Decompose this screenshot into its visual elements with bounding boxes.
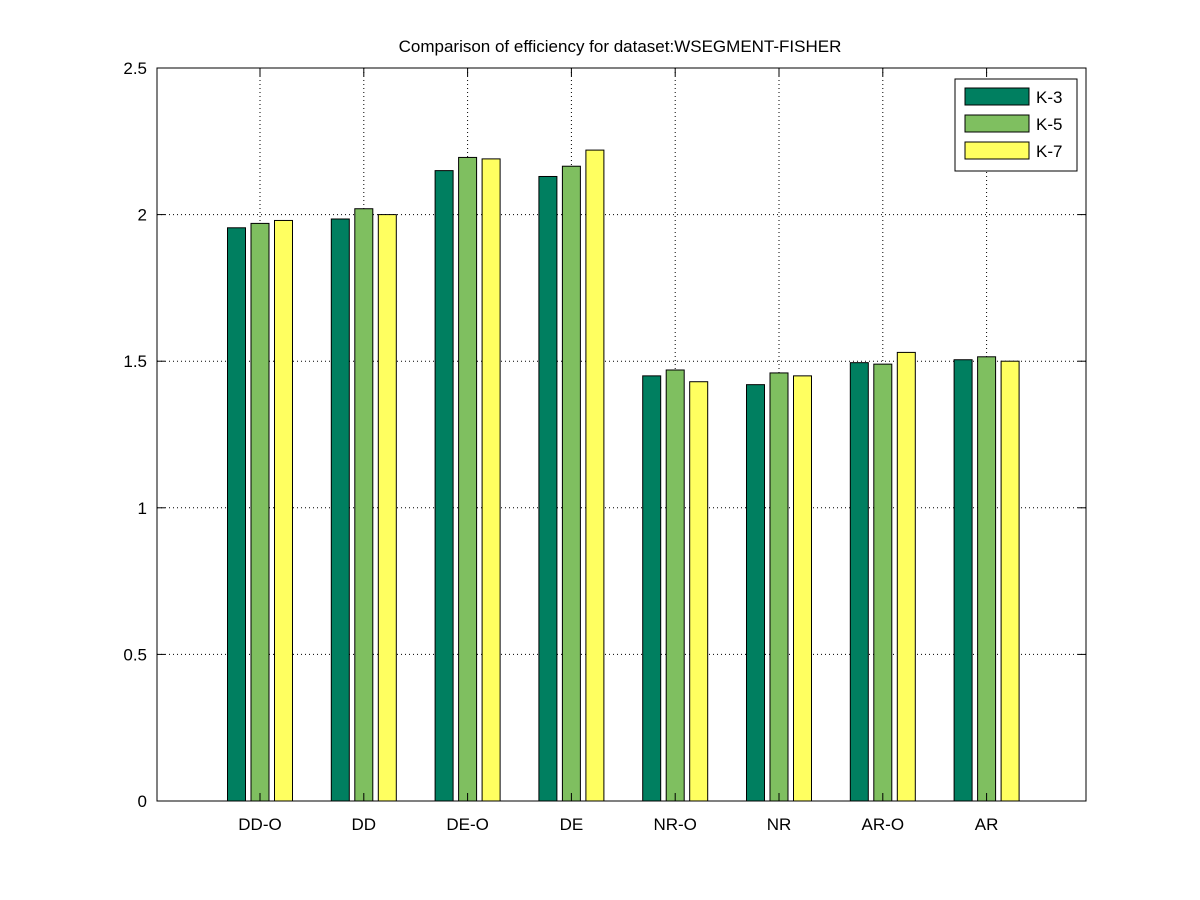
x-tick-label: DD [352,815,377,834]
y-tick-label: 2 [138,206,147,225]
bar-k-5-de [561,165,581,802]
axes-box [156,67,1087,802]
bar-k-5-nr-o [665,369,685,802]
y-tick-label: 2.5 [123,59,147,78]
bar-k-3-dd-o [227,227,246,802]
legend-swatch [964,87,1030,106]
bars [227,149,1020,802]
grid-lines [157,68,1086,801]
bar-k-5-dd-o [250,222,270,802]
bar-k-3-dd [330,218,350,802]
x-tick-label: DD-O [238,815,281,834]
legend-swatch [964,114,1030,133]
bar-k-7-nr [793,375,812,802]
y-tick-label: 0 [138,792,147,811]
legend-label: K-3 [1036,88,1062,107]
bar-k-3-nr [746,384,765,802]
bar-k-5-dd [354,208,374,802]
legend-swatch [964,141,1030,160]
axis-ticks [157,67,1086,802]
bar-k-7-dd-o [274,219,293,802]
legend-label: K-7 [1036,142,1062,161]
bar-k-5-ar [977,356,997,802]
legend-label: K-5 [1036,115,1062,134]
bar-k-3-nr-o [642,375,662,802]
x-tick-label: DE-O [446,815,489,834]
y-tick-label: 1.5 [123,352,147,371]
tick-labels: 0 0.5 1 1.5 2 2.5 DD-O DD DE-O DE NR-O NR AR-O AR [123,59,998,834]
bar-k-7-de [585,149,605,802]
y-tick-label: 0.5 [123,645,147,664]
bar-k-7-ar [1000,360,1020,802]
bar-k-7-de-o [481,158,501,802]
x-tick-label: AR-O [862,815,905,834]
y-tick-label: 1 [138,499,147,518]
x-tick-label: NR-O [653,815,696,834]
bar-k-3-ar-o [849,362,869,802]
bar-k-7-dd [377,214,397,802]
bar-k-7-ar-o [896,351,916,802]
x-tick-label: NR [767,815,792,834]
x-tick-label: AR [975,815,999,834]
bar-k-5-de-o [458,156,478,802]
legend: K-3 K-5 K-7 [954,78,1078,172]
bar-k-5-nr [769,372,789,802]
bar-k-7-nr-o [689,381,709,802]
bar-k-3-ar [953,359,973,802]
bar-k-3-de-o [434,170,454,802]
bar-k-5-ar-o [873,363,893,802]
x-tick-label: DE [560,815,584,834]
chart-title: Comparison of efficiency for dataset:WSE… [399,37,842,56]
bar-k-3-de [538,175,558,802]
